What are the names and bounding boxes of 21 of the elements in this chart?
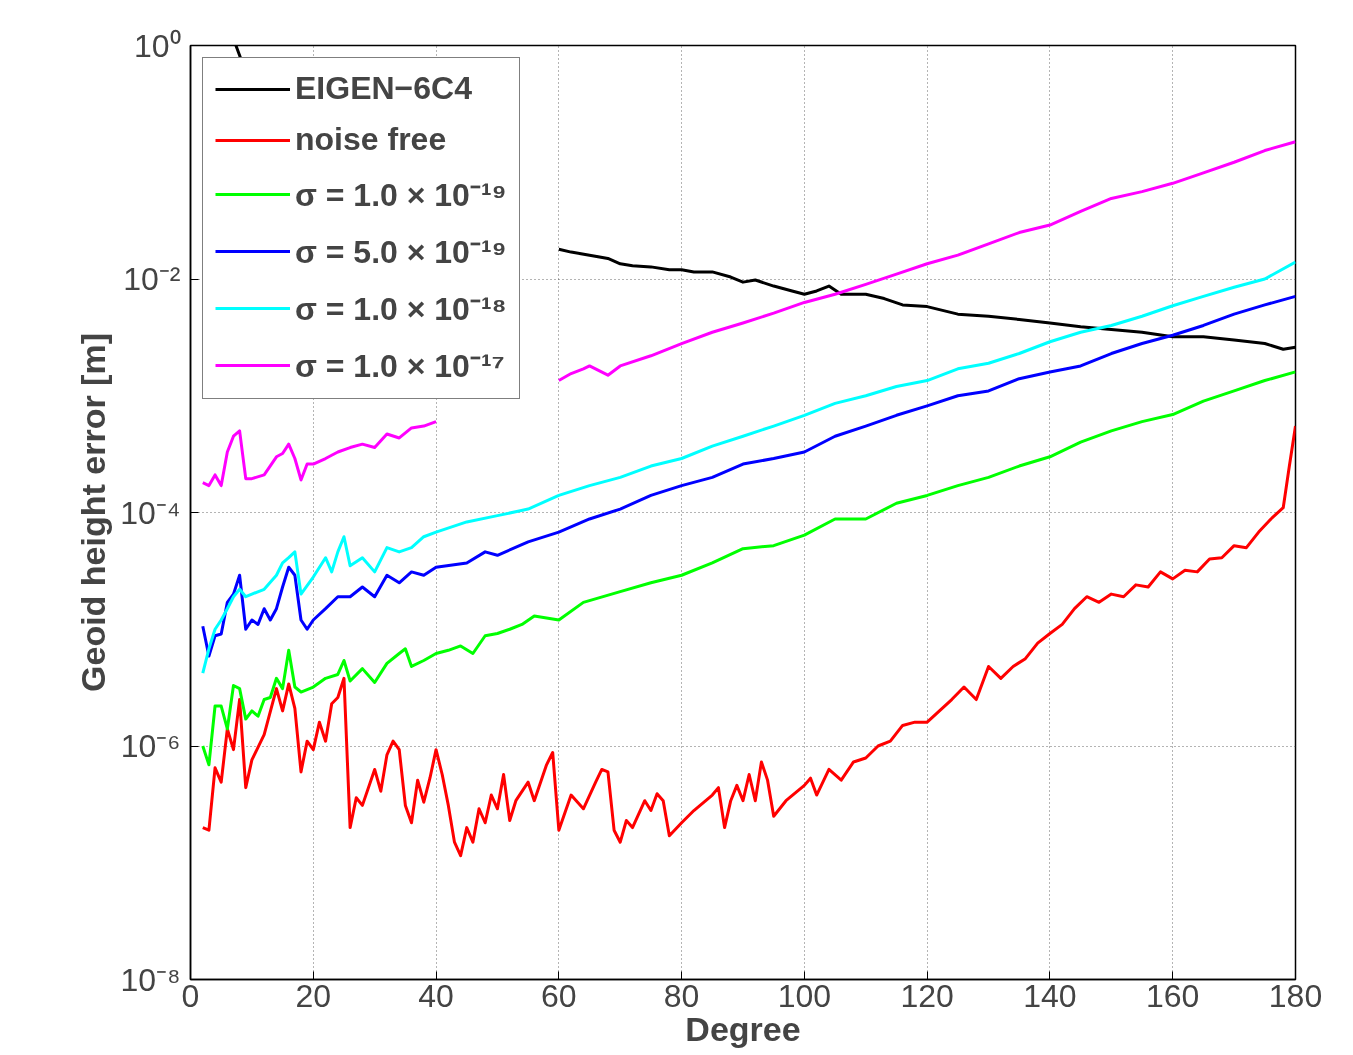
- legend-label: σ = 1.0 × 10⁻¹⁷: [295, 347, 505, 386]
- x-tick-label: 0: [181, 977, 200, 1014]
- y-tick-label: 10⁻²: [123, 261, 181, 297]
- y-tick-label: 10⁻⁸: [120, 961, 181, 998]
- y-tick-label: 10⁻⁶: [120, 728, 181, 764]
- legend-label: noise free: [295, 121, 447, 158]
- y-axis-title: Geoid height error [m]: [74, 333, 113, 692]
- x-tick-label: 60: [541, 977, 577, 1014]
- line-series: [201, 424, 1296, 858]
- legend-label: σ = 1.0 × 10⁻¹⁹: [295, 176, 507, 215]
- x-tick-label: 140: [1023, 977, 1077, 1014]
- x-tick-label: 180: [1268, 977, 1323, 1014]
- x-tick-label: 40: [418, 977, 454, 1014]
- y-tick-label: 10⁻⁴: [120, 494, 181, 531]
- x-tick-label: 20: [295, 977, 332, 1014]
- legend-label: EIGEN−6C4: [295, 70, 472, 107]
- y-tick-label: 10⁰: [133, 27, 181, 64]
- x-tick-label: 160: [1146, 977, 1200, 1014]
- legend-label: σ = 1.0 × 10⁻¹⁸: [295, 290, 507, 329]
- x-tick-label: 120: [900, 977, 954, 1014]
- legend-label: σ = 5.0 × 10⁻¹⁹: [295, 233, 507, 272]
